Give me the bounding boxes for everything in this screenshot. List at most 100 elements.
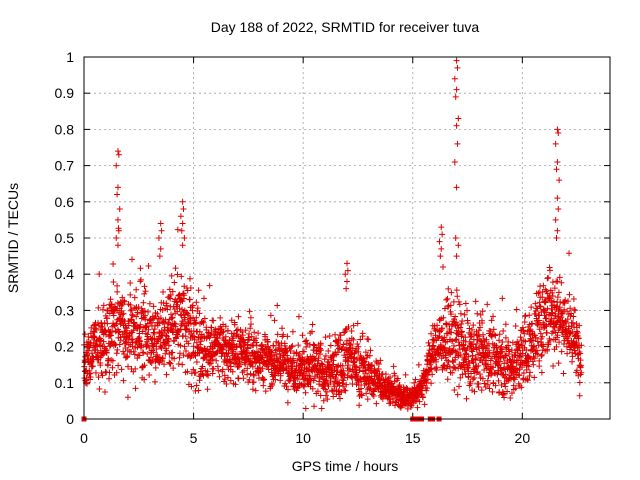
data-point <box>325 358 332 365</box>
data-point <box>231 319 238 326</box>
data-point <box>119 294 126 301</box>
data-point <box>252 387 259 394</box>
data-point <box>543 329 550 336</box>
data-point <box>220 346 227 353</box>
data-point <box>305 359 312 366</box>
data-point <box>99 306 106 313</box>
data-point <box>457 351 464 358</box>
data-point <box>127 291 134 298</box>
data-point <box>556 339 563 346</box>
data-point <box>174 301 181 308</box>
data-point <box>291 359 298 366</box>
data-point <box>574 367 581 374</box>
data-point <box>116 206 123 213</box>
data-point <box>568 310 575 317</box>
data-point <box>357 375 364 382</box>
data-point <box>248 321 255 328</box>
data-point <box>438 245 445 252</box>
data-point <box>513 306 520 313</box>
data-point <box>465 364 472 371</box>
data-point <box>314 388 321 395</box>
data-point <box>284 352 291 359</box>
data-point <box>448 329 455 336</box>
data-point <box>141 376 148 383</box>
data-point <box>144 350 151 357</box>
data-point <box>110 312 117 319</box>
data-point <box>555 289 562 296</box>
data-point <box>433 358 440 365</box>
data-point <box>169 314 176 321</box>
data-point <box>411 379 418 386</box>
data-point <box>569 353 576 360</box>
data-point <box>499 348 506 355</box>
data-point <box>107 332 114 339</box>
data-point <box>453 86 460 93</box>
data-point <box>429 371 436 378</box>
data-point <box>240 375 247 382</box>
data-point <box>343 285 350 292</box>
data-point <box>170 365 177 372</box>
data-point <box>451 364 458 371</box>
data-point <box>532 334 539 341</box>
data-point <box>95 304 102 311</box>
data-point <box>260 377 267 384</box>
data-point <box>444 357 451 364</box>
data-point <box>488 317 495 324</box>
data-point <box>192 352 199 359</box>
data-point <box>357 336 364 343</box>
data-point <box>528 304 535 311</box>
data-point <box>122 320 129 327</box>
data-point <box>433 366 440 373</box>
data-point <box>167 295 174 302</box>
data-point <box>464 307 471 314</box>
data-point <box>109 364 116 371</box>
data-point <box>160 288 167 295</box>
data-point <box>424 376 431 383</box>
data-point <box>192 369 199 376</box>
data-point <box>114 191 121 198</box>
y-tick-label: 0.6 <box>55 194 75 210</box>
data-point <box>537 303 544 310</box>
data-point <box>295 342 302 349</box>
data-point <box>127 302 134 309</box>
data-point <box>449 347 456 354</box>
data-point <box>543 322 550 329</box>
data-point <box>518 337 525 344</box>
data-point <box>537 330 544 337</box>
data-point <box>302 389 309 396</box>
data-point <box>131 351 138 358</box>
data-point <box>475 327 482 334</box>
data-point <box>446 363 453 370</box>
data-point <box>554 158 561 165</box>
data-point <box>223 380 230 387</box>
data-point <box>178 227 185 234</box>
data-point <box>325 383 332 390</box>
data-point <box>537 283 544 290</box>
data-point <box>562 297 569 304</box>
data-point <box>210 317 217 324</box>
data-point <box>109 357 116 364</box>
data-point <box>454 293 461 300</box>
data-point <box>106 343 113 350</box>
data-point <box>530 343 537 350</box>
data-point <box>284 333 291 340</box>
data-point <box>362 349 369 356</box>
data-point <box>341 329 348 336</box>
data-point <box>146 300 153 307</box>
data-point <box>453 253 460 260</box>
data-point <box>344 260 350 267</box>
data-point <box>500 327 507 334</box>
data-point <box>480 337 487 344</box>
data-point <box>129 311 136 318</box>
data-point <box>566 291 573 298</box>
data-point <box>449 369 456 376</box>
data-point <box>518 384 525 391</box>
data-point <box>453 122 460 129</box>
data-point <box>556 304 563 311</box>
y-tick-label: 1 <box>66 49 74 65</box>
data-point <box>473 355 480 362</box>
data-point <box>81 331 88 338</box>
data-point <box>249 363 256 370</box>
data-point <box>467 380 474 387</box>
data-point <box>99 372 106 379</box>
